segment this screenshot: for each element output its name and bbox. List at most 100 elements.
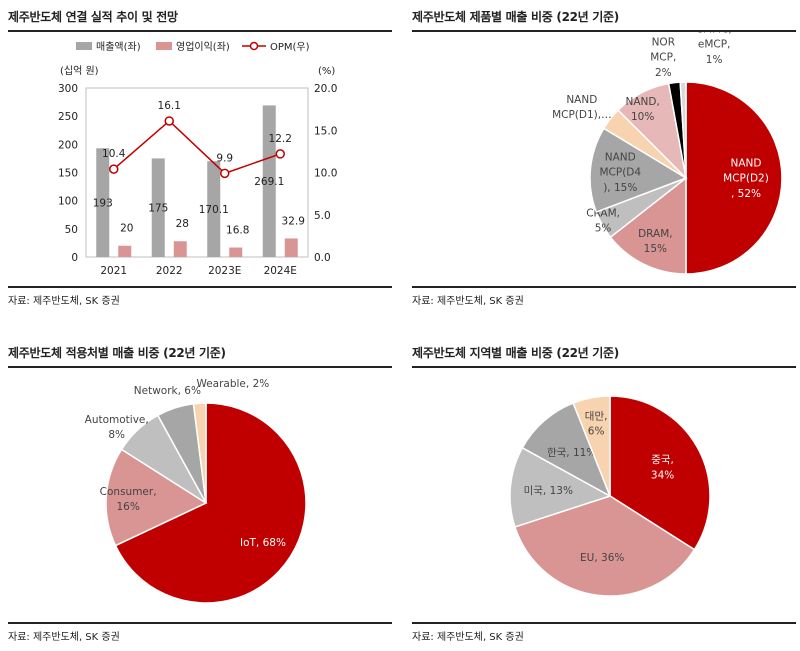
- title-rule: [8, 30, 392, 32]
- slice-label-line: eMMC,: [697, 32, 732, 36]
- earnings-chart: 매출액(좌) 영업이익(좌) OPM(우)(십억 원) (%)050100150200…: [58, 40, 337, 277]
- right-tick-label: 5.0: [314, 210, 331, 222]
- slice-label-line: Consumer,: [100, 486, 157, 498]
- left-tick-label: 50: [65, 224, 78, 236]
- pie-slice: [513, 495, 696, 597]
- pie-slice: [114, 402, 307, 604]
- point-opm: [109, 164, 119, 174]
- slice-label: 미국, 13%: [524, 485, 573, 497]
- slice-label-line: MCP(D2): [723, 173, 769, 185]
- source-note: 자료: 제주반도체, SK 증권: [8, 632, 120, 643]
- slice-label-line: 34%: [651, 469, 674, 481]
- slice-label-line: 6%: [588, 426, 605, 438]
- data-label-sales: 269.1: [254, 176, 284, 188]
- pie-slice: [509, 446, 612, 528]
- panel-region-mix: 제주반도체 지역별 매출 비중 (22년 기준) 중국, 34% EU, 36% 미국…: [412, 338, 796, 648]
- right-tick-label: 0.0: [314, 252, 331, 264]
- bar-sales: [207, 161, 221, 257]
- bar-sales: [151, 158, 165, 257]
- pie-slice: [685, 81, 783, 275]
- slice-label: Consumer, 16%: [100, 486, 157, 513]
- slice-label: IoT, 68%: [240, 537, 286, 549]
- slice-label: eMMC, eMCP, 1%: [697, 32, 732, 66]
- source-rule: [412, 286, 796, 288]
- data-label-opm: 10.4: [102, 148, 126, 160]
- source-note: 자료: 제주반도체, SK 증권: [412, 632, 524, 643]
- data-label-sales: 175: [148, 203, 168, 215]
- left-tick-label: 0: [71, 252, 78, 264]
- slice-label-line: MCP(D4: [599, 167, 641, 179]
- x-tick-label: 2024E: [264, 265, 297, 277]
- product-pie-chart: NAND MCP(D2) , 52% DRAM, 15% CRAM, 5% NAND MCP(D…: [552, 32, 783, 275]
- bar-op-income: [284, 238, 298, 257]
- right-tick-label: 10.0: [314, 168, 337, 180]
- source-rule: [8, 286, 392, 288]
- slice-label: NAND, 10%: [626, 96, 660, 123]
- source-note: 자료: 제주반도체, SK 증권: [412, 296, 524, 307]
- slice-label: Network, 6%: [134, 385, 201, 397]
- slice-label-line: DRAM,: [638, 228, 673, 240]
- slice-label-line: MCP,: [650, 52, 676, 64]
- slice-label-line: MCP(D1),…: [552, 109, 612, 121]
- slice-label: NAND MCP(D2) , 52%: [723, 157, 769, 199]
- bar-op-income: [118, 245, 132, 257]
- slice-label-line: 10%: [631, 111, 654, 123]
- region-pie-chart: 중국, 34% EU, 36% 미국, 13% 한국, 11% 대만, 6%: [509, 395, 711, 597]
- data-label-op-income: 16.8: [226, 225, 249, 237]
- source-note: 자료: 제주반도체, SK 증권: [8, 296, 120, 307]
- series-line-opm: [113, 119, 281, 175]
- panel-application-mix: 제주반도체 적용처별 매출 비중 (22년 기준) IoT, 68% Consum…: [8, 338, 392, 648]
- slice-label-line: 한국, 11%: [547, 447, 596, 459]
- left-tick-label: 300: [58, 83, 78, 95]
- pie-slice: [105, 448, 208, 547]
- data-label-op-income: 20: [120, 223, 133, 235]
- slice-label-line: 2%: [655, 67, 672, 79]
- slice-label-line: 5%: [595, 223, 612, 235]
- chart-title: 제주반도체 지역별 매출 비중 (22년 기준): [412, 346, 619, 360]
- slice-label-line: 15%: [644, 243, 667, 255]
- title-rule: [412, 366, 796, 368]
- pie-slice: [521, 402, 612, 498]
- slice-label-line: NAND,: [626, 96, 660, 108]
- slice-label: 한국, 11%: [547, 447, 596, 459]
- right-tick-label: 15.0: [314, 125, 337, 137]
- slice-label-line: NAND: [566, 94, 597, 106]
- data-label-op-income: 28: [176, 218, 189, 230]
- pie-slice: [679, 81, 687, 179]
- x-tick-label: 2023E: [208, 265, 241, 277]
- slice-label: NAND MCP(D4), 15%: [599, 151, 641, 193]
- pie-slice: [192, 402, 207, 504]
- slice-label-line: NOR: [652, 36, 675, 48]
- slice-label-line: Wearable, 2%: [196, 378, 269, 390]
- data-label-sales: 193: [93, 198, 113, 210]
- pie-slice: [589, 127, 688, 214]
- legend-marker-opm: [249, 41, 259, 51]
- slice-label-line: 대만,: [585, 410, 608, 422]
- slice-label: 중국, 34%: [651, 454, 674, 481]
- slice-label: Automotive, 8%: [85, 414, 149, 441]
- slice-label-line: CRAM,: [586, 207, 620, 219]
- application-pie-chart: IoT, 68% Consumer, 16% Automotive, 8% Network…: [85, 378, 307, 604]
- slice-label-line: NAND: [605, 151, 636, 163]
- right-tick-label: 20.0: [314, 83, 337, 95]
- panel-earnings: 제주반도체 연결 실적 추이 및 전망 매출액(좌) 영업이익(좌) OPM(우) (…: [8, 2, 392, 312]
- x-tick-label: 2021: [100, 265, 127, 277]
- source-rule: [412, 622, 796, 624]
- slice-label-line: 16%: [116, 501, 139, 513]
- left-tick-label: 250: [58, 111, 78, 123]
- data-label-sales: 170.1: [199, 204, 229, 216]
- slice-label-line: 미국, 13%: [524, 485, 573, 497]
- chart-title: 제주반도체 제품별 매출 비중 (22년 기준): [412, 10, 619, 24]
- right-axis-unit: (%): [318, 66, 335, 77]
- left-tick-label: 200: [58, 139, 78, 151]
- legend-label-opm: OPM(우): [270, 41, 310, 53]
- slice-label: DRAM, 15%: [638, 228, 673, 255]
- data-label-opm: 16.1: [158, 100, 181, 112]
- slice-label-line: Automotive,: [85, 414, 149, 426]
- slice-label: NAND MCP(D1),…: [552, 94, 612, 121]
- panel-product-mix: 제주반도체 제품별 매출 비중 (22년 기준) NAND MCP(D2) , 52…: [412, 2, 796, 312]
- left-tick-label: 100: [58, 196, 78, 208]
- legend-label-sales: 매출액(좌): [96, 41, 141, 53]
- point-opm: [220, 168, 230, 179]
- slice-label-line: IoT, 68%: [240, 537, 286, 549]
